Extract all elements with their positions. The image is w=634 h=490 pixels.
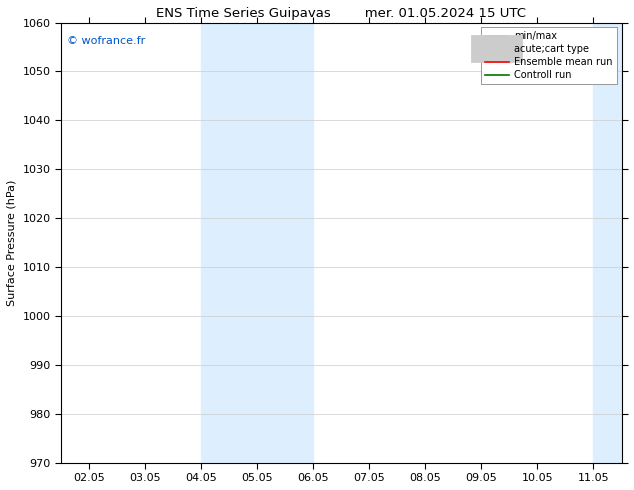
Bar bbox=[593, 23, 621, 463]
Text: © wofrance.fr: © wofrance.fr bbox=[67, 36, 145, 46]
Bar bbox=[201, 23, 313, 463]
Y-axis label: Surface Pressure (hPa): Surface Pressure (hPa) bbox=[7, 179, 17, 306]
Title: ENS Time Series Guipavas        mer. 01.05.2024 15 UTC: ENS Time Series Guipavas mer. 01.05.2024… bbox=[156, 7, 526, 20]
Legend: min/max, acute;cart type, Ensemble mean run, Controll run: min/max, acute;cart type, Ensemble mean … bbox=[481, 27, 617, 84]
